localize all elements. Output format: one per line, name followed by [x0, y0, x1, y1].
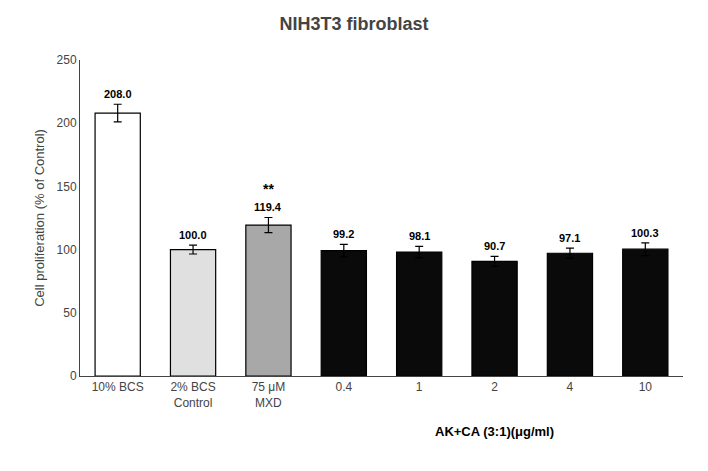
svg-text:2: 2	[491, 380, 498, 394]
svg-text:**: **	[263, 181, 274, 197]
svg-text:Cell proliferation (% of Contr: Cell proliferation (% of Control)	[32, 129, 47, 307]
svg-text:99.2: 99.2	[333, 228, 354, 240]
svg-text:100: 100	[57, 243, 77, 257]
svg-text:208.0: 208.0	[104, 88, 132, 100]
svg-text:10% BCS: 10% BCS	[92, 380, 144, 394]
svg-text:98.1: 98.1	[409, 230, 430, 242]
svg-text:200: 200	[57, 116, 77, 130]
svg-text:2% BCSControl: 2% BCSControl	[170, 380, 215, 410]
svg-text:0.4: 0.4	[335, 380, 352, 394]
svg-text:1: 1	[416, 380, 423, 394]
svg-text:75 μMMXD: 75 μMMXD	[252, 380, 286, 410]
svg-text:0: 0	[70, 369, 77, 383]
svg-text:AK+CA (3:1)(μg/ml): AK+CA (3:1)(μg/ml)	[435, 424, 554, 439]
svg-text:97.1: 97.1	[559, 232, 580, 244]
svg-text:250: 250	[57, 53, 77, 67]
svg-text:90.7: 90.7	[484, 240, 505, 252]
svg-text:NIH3T3 fibroblast: NIH3T3 fibroblast	[279, 14, 428, 34]
svg-text:150: 150	[57, 180, 77, 194]
svg-text:10: 10	[639, 380, 653, 394]
svg-text:100.0: 100.0	[179, 229, 207, 241]
svg-text:119.4: 119.4	[254, 201, 282, 213]
svg-text:50: 50	[63, 306, 77, 320]
svg-text:4: 4	[567, 380, 574, 394]
svg-text:100.3: 100.3	[631, 227, 659, 239]
